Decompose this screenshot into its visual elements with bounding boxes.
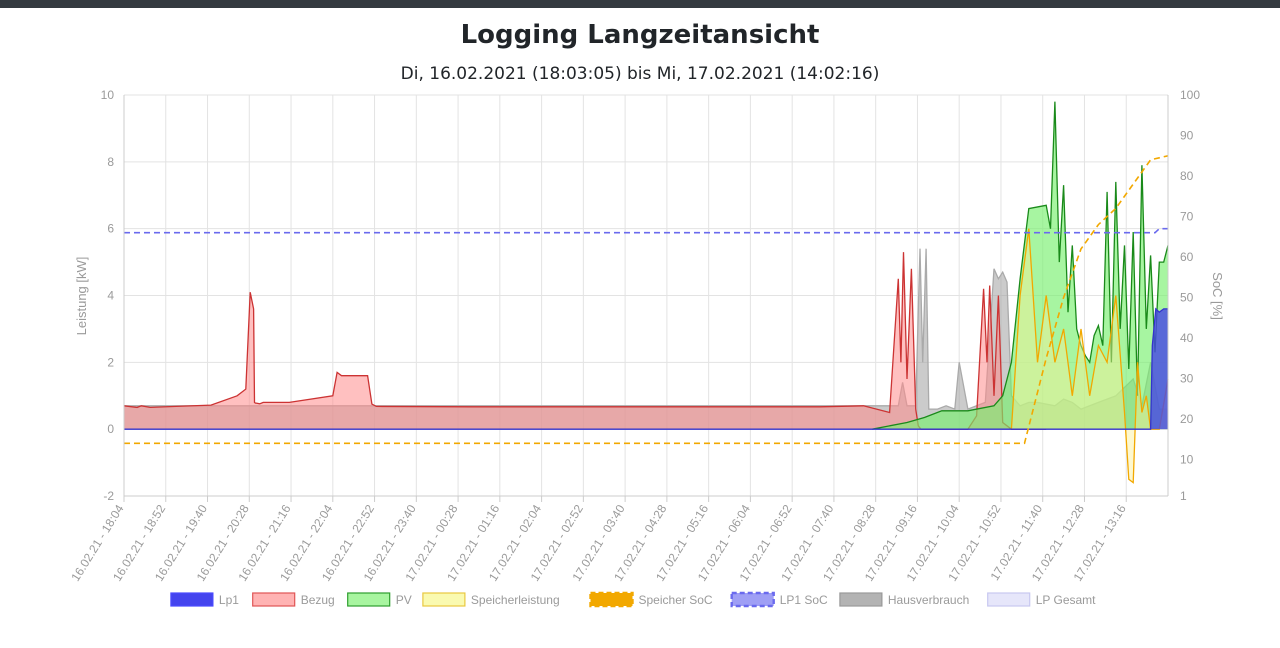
legend-item-lp1: Lp1 [170,592,239,607]
legend-swatch-speicher-soc [589,591,634,608]
y2-tick-label: 100 [1180,88,1200,102]
legend-label: PV [396,593,412,607]
y2-tick-label: 50 [1180,291,1194,305]
series-line-bezug [123,252,1047,430]
y-axis-label-right: SoC [%] [1210,272,1225,320]
series-layer [123,101,1169,484]
y-tick-label: 8 [107,155,114,169]
legend-swatch-pv [347,592,391,607]
series-area-bezug [124,252,1047,430]
chart-legend: Lp1 Bezug PV Speicherleistung Speicher SoC LP… [170,591,1096,608]
legend-item-hausverbrauch: Hausverbrauch [839,592,969,607]
legend-swatch-speicherleistung [422,592,466,607]
legend-item-lp-gesamt: LP Gesamt [987,592,1096,607]
legend-item-speicherleistung: Speicherleistung [422,592,560,607]
y2-tick-label: 80 [1180,169,1194,183]
y2-tick-label: 1 [1180,489,1187,503]
y-axis-label-left: Leistung [kW] [74,257,89,336]
y2-tick-label: 10 [1180,453,1194,467]
y-tick-label: -2 [103,489,114,503]
y-tick-label: 4 [107,289,114,303]
y2-tick-label: 60 [1180,250,1194,264]
legend-label: Hausverbrauch [888,593,969,607]
y-tick-label: 2 [107,355,114,369]
y2-tick-label: 40 [1180,331,1194,345]
series-line-lp1-soc [124,227,1168,234]
legend-swatch-lp1-soc [730,591,775,608]
legend-label: Speicher SoC [639,593,713,607]
y2-tick-label: 20 [1180,412,1194,426]
series-area-speicherleistung [1011,228,1168,483]
grid-lines [123,94,1168,497]
legend-swatch-lp1 [170,592,214,607]
legend-item-speicher-soc: Speicher SoC [589,591,713,608]
series-line-pv [872,101,1169,430]
legend-item-bezug: Bezug [252,592,335,607]
y2-tick-label: 30 [1180,372,1194,386]
series-line-speicher-soc [124,155,1169,445]
legend-swatch-hausverbrauch [839,592,883,607]
y2-tick-label: 90 [1180,129,1194,143]
legend-label: Speicherleistung [471,593,560,607]
legend-label: Lp1 [219,593,239,607]
y-tick-label: 0 [107,422,114,436]
page-title: Logging Langzeitansicht [460,20,820,50]
series-area-pv [872,101,1168,430]
legend-swatch-lp-gesamt [987,592,1031,607]
legend-label: Bezug [301,593,335,607]
y-tick-label: 10 [101,88,115,102]
legend-swatch-bezug [252,592,296,607]
page-subtitle: Di, 16.02.2021 (18:03:05) bis Mi, 17.02.… [400,64,880,84]
legend-item-pv: PV [347,592,412,607]
series-line-lp1 [124,307,1168,430]
top-navbar-strip [0,0,1280,8]
series-line-speicherleistung [1010,228,1169,484]
legend-item-lp1-soc: LP1 SoC [730,591,828,608]
y2-tick-label: 70 [1180,210,1194,224]
legend-label: LP1 SoC [780,593,828,607]
legend-label: LP Gesamt [1036,593,1096,607]
y-tick-label: 6 [107,222,114,236]
